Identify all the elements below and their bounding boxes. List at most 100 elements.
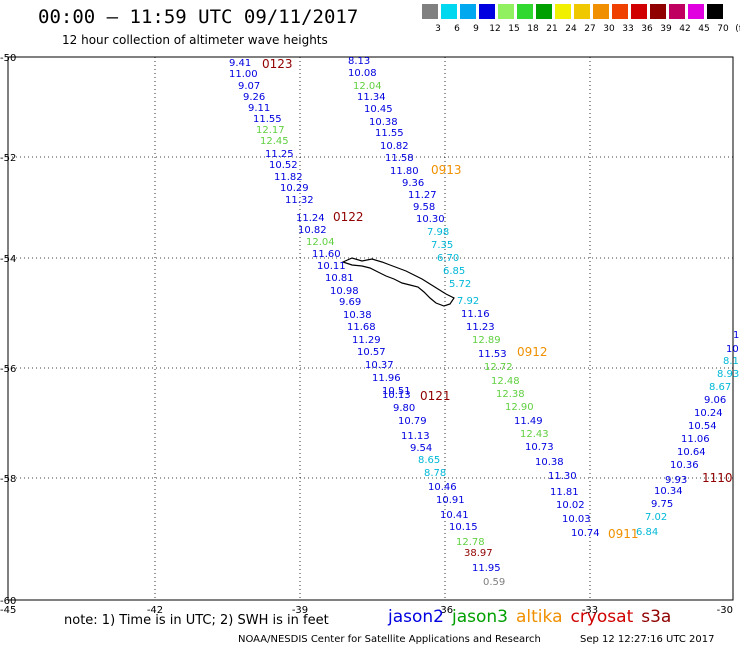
swh-value: 12.38 <box>496 389 525 400</box>
latitude-label: -56 <box>0 364 16 375</box>
swh-value: 9.26 <box>243 92 265 103</box>
swh-value: 10.74 <box>571 528 600 539</box>
swh-value: 11.55 <box>375 128 404 139</box>
legend-item-jason2: jason2 <box>388 607 444 627</box>
swh-value: 10.45 <box>364 104 393 115</box>
swh-value: 10.82 <box>380 141 409 152</box>
swh-value: 10.41 <box>440 510 469 521</box>
swh-value: 11.32 <box>285 195 314 206</box>
satellite-legend: jason2 jason3 altika cryosat s3a <box>388 607 679 627</box>
swh-value: 10.82 <box>298 225 327 236</box>
map-subtitle: 12 hour collection of altimeter wave hei… <box>62 33 328 47</box>
swh-value: 8.78 <box>424 468 446 479</box>
latitude-label: -50 <box>0 53 16 64</box>
swh-value: 8.93 <box>717 369 739 380</box>
swh-value: 11.25 <box>265 149 294 160</box>
pass-label: 0121 <box>420 389 451 403</box>
scale-label: 42 <box>679 24 691 34</box>
swh-value: 10.54 <box>688 421 717 432</box>
swh-value: 1 <box>733 330 739 341</box>
swh-value: 7.35 <box>431 240 453 251</box>
swh-value: 8.13 <box>348 56 370 67</box>
swh-value: 10.73 <box>525 442 554 453</box>
swh-value: 12.48 <box>491 376 520 387</box>
swh-value: 10.37 <box>365 360 394 371</box>
swh-value: 11.06 <box>681 434 710 445</box>
swh-value: 11.23 <box>466 322 495 333</box>
credit-text: NOAA/NESDIS Center for Satellite Applica… <box>238 634 541 645</box>
swh-value: 11.55 <box>253 114 282 125</box>
swh-value: 10.64 <box>677 447 706 458</box>
swh-value: 0.59 <box>483 577 505 588</box>
swh-value: 11.96 <box>372 373 401 384</box>
scale-label: 9 <box>473 24 479 34</box>
swh-value: 10 <box>726 344 739 355</box>
scale-label: 12 <box>489 24 501 34</box>
swh-value: 10.51 <box>382 386 411 397</box>
swh-value: 9.69 <box>339 297 361 308</box>
longitude-label: -39 <box>292 605 308 616</box>
longitude-label: -30 <box>717 605 733 616</box>
swh-value: 7.98 <box>427 227 449 238</box>
swh-value: 11.82 <box>274 172 303 183</box>
pass-label: 1110 <box>702 471 733 485</box>
swh-value: 10.08 <box>348 68 377 79</box>
swh-value: 8.1 <box>723 356 739 367</box>
longitude-label: -45 <box>0 605 16 616</box>
legend-item-altika: altika <box>516 607 563 627</box>
scale-swatch <box>555 4 571 19</box>
scale-swatch <box>688 4 704 19</box>
swh-value: 6.85 <box>443 266 465 277</box>
scale-swatch <box>517 4 533 19</box>
swh-value: 7.02 <box>645 512 667 523</box>
swh-value: 12.04 <box>306 237 335 248</box>
scale-swatch <box>574 4 590 19</box>
swh-value: 10.57 <box>357 347 386 358</box>
legend-item-jason3: jason3 <box>452 607 508 627</box>
longitude-label: -42 <box>147 605 163 616</box>
swh-value: 12.45 <box>260 136 289 147</box>
swh-value: 10.52 <box>269 160 298 171</box>
pass-label: 0122 <box>333 210 364 224</box>
swh-value: 10.34 <box>654 486 683 497</box>
swh-value: 9.80 <box>393 403 415 414</box>
swh-value: 38.97 <box>464 548 493 559</box>
swh-value: 11.27 <box>408 190 437 201</box>
scale-label: 30 <box>603 24 615 34</box>
latitude-label: -58 <box>0 474 16 485</box>
swh-value: 11.16 <box>461 309 490 320</box>
scale-swatch <box>669 4 685 19</box>
swh-value: 12.04 <box>353 81 382 92</box>
swh-value: 10.38 <box>535 457 564 468</box>
latitude-label: -52 <box>0 153 16 164</box>
swh-value: 10.13 <box>382 390 411 401</box>
swh-value: 10.91 <box>436 495 465 506</box>
scale-swatch <box>460 4 476 19</box>
scale-label: 39 <box>660 24 672 34</box>
swh-value: 11.29 <box>352 335 381 346</box>
swh-value: 12.78 <box>456 537 485 548</box>
swh-value: 8.67 <box>709 382 731 393</box>
swh-value: 9.11 <box>248 103 270 114</box>
pass-label: 0911 <box>608 527 639 541</box>
swh-value: 12.43 <box>520 429 549 440</box>
swh-value: 11.68 <box>347 322 376 333</box>
swh-value: 12.90 <box>505 402 534 413</box>
swh-value: 10.79 <box>398 416 427 427</box>
swh-value: 9.36 <box>402 178 424 189</box>
legend-item-cryosat: cryosat <box>570 607 634 627</box>
scale-label: 18 <box>527 24 539 34</box>
swh-value: 11.60 <box>312 249 341 260</box>
swh-value: 9.54 <box>410 443 432 454</box>
swh-value: 8.65 <box>418 455 440 466</box>
scale-label: 27 <box>584 24 596 34</box>
swh-value: 10.03 <box>562 514 591 525</box>
longitude-label: -33 <box>582 605 598 616</box>
swh-value: 12.89 <box>472 335 501 346</box>
swh-value: 10.15 <box>449 522 478 533</box>
latitude-label: -54 <box>0 254 16 265</box>
scale-label: 70 <box>717 24 729 34</box>
swh-value: 11.58 <box>385 153 414 164</box>
pass-label: 0912 <box>517 345 548 359</box>
